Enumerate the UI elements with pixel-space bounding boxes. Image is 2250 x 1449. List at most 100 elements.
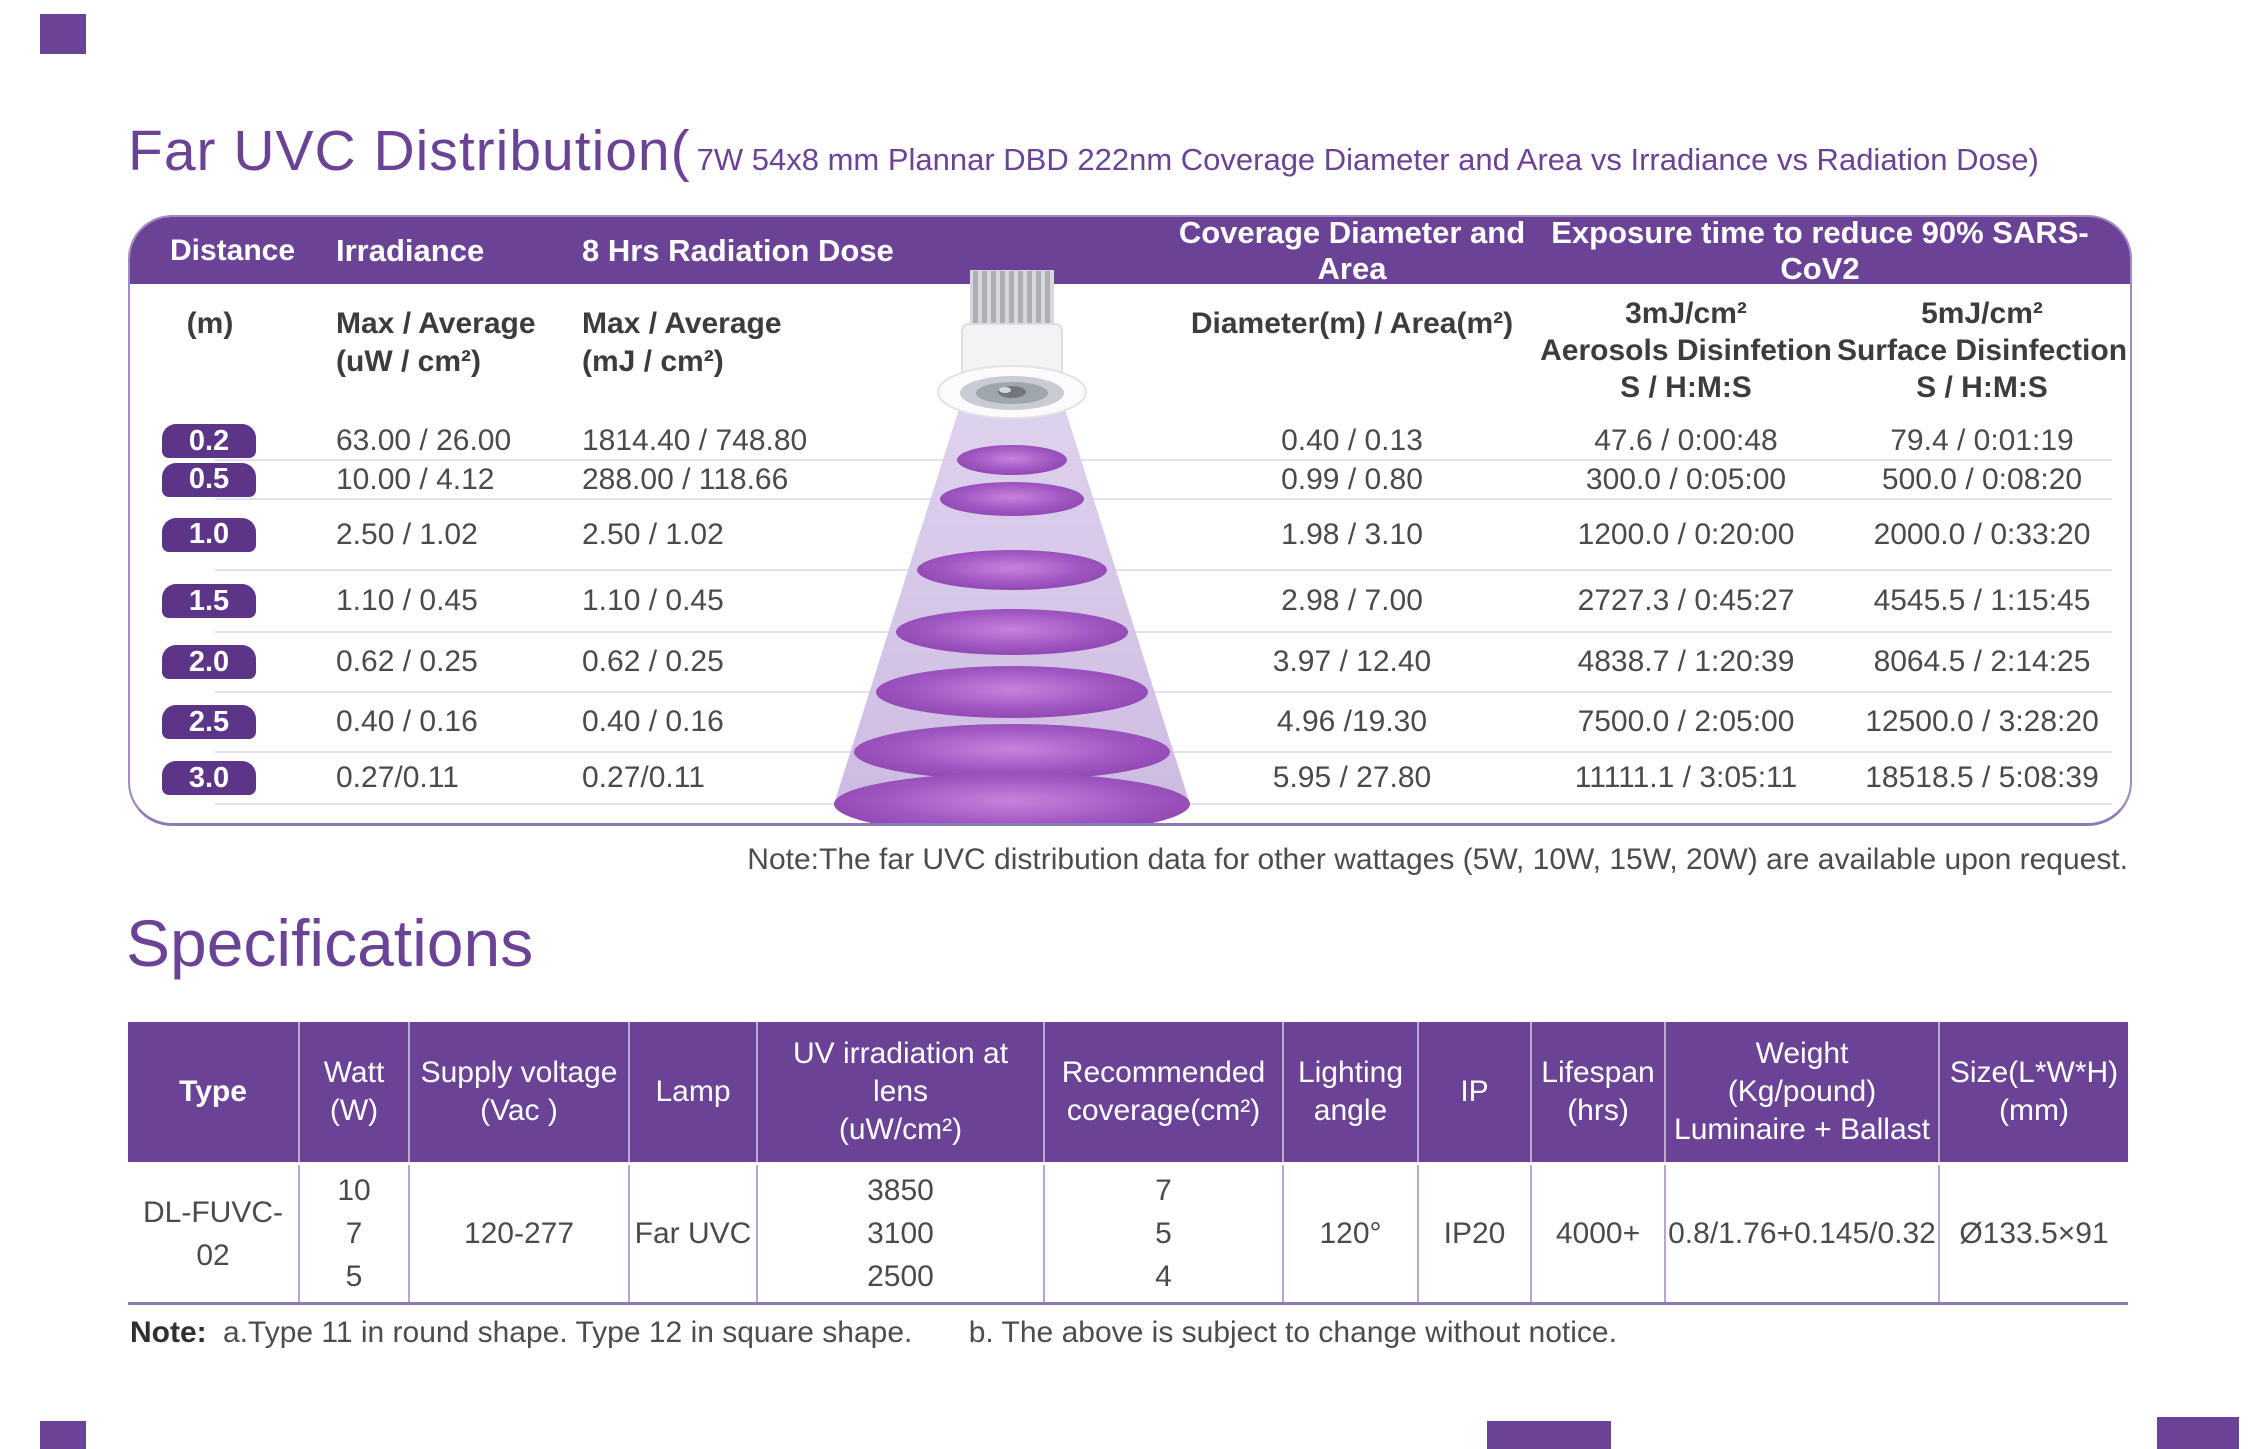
- spec-value-lifespan: 4000+: [1530, 1165, 1664, 1302]
- header-coverage: Coverage Diameter and Area: [1178, 215, 1526, 286]
- irradiance-value: 1.10 / 0.45: [336, 584, 478, 617]
- dose-value: 1.10 / 0.45: [582, 584, 724, 617]
- spec-value-size: Ø133.5×91: [1938, 1165, 2128, 1302]
- irradiance-value: 10.00 / 4.12: [336, 462, 495, 496]
- dose-value: 0.27/0.11: [582, 761, 705, 794]
- spec-col-ip: IP: [1417, 1022, 1530, 1162]
- distance-badge: 0.2: [162, 424, 256, 458]
- table-row: 0.5 10.00 / 4.12 288.00 / 118.66 0.99 / …: [130, 460, 2130, 500]
- distance-badge: 2.0: [162, 645, 256, 679]
- dose-value: 0.62 / 0.25: [582, 645, 724, 678]
- corner-mark-bottom-left: [40, 1421, 86, 1449]
- note-a: a.Type 11 in round shape. Type 12 in squ…: [223, 1316, 913, 1349]
- dose-value: 1814.40 / 748.80: [582, 424, 808, 457]
- distribution-title-main: Far UVC Distribution(: [128, 119, 691, 183]
- diameter-area-value: 2.98 / 7.00: [1281, 584, 1423, 617]
- spec-col-lamp: Lamp: [628, 1022, 756, 1162]
- surface-time-value: 8064.5 / 2:14:25: [1873, 645, 2091, 678]
- aerosols-time-value: 47.6 / 0:00:48: [1594, 424, 1778, 457]
- distribution-table-header: Distance Irradiance 8 Hrs Radiation Dose…: [130, 215, 2130, 286]
- header-radiation-dose: 8 Hrs Radiation Dose: [582, 232, 894, 268]
- table-row: 3.0 0.27/0.11 0.27/0.11 5.95 / 27.80 111…: [130, 752, 2130, 805]
- irradiance-value: 63.00 / 26.00: [336, 424, 512, 457]
- aerosols-time-value: 11111.1 / 3:05:11: [1574, 761, 1798, 794]
- irradiance-value: 0.62 / 0.25: [336, 645, 478, 678]
- specifications-header: Type Watt (W) Supply voltage (Vac ) Lamp…: [128, 1022, 2128, 1162]
- subheader-aerosols-disinfection: 3mJ/cm² Aerosols Disinfetion S / H:M:S: [1540, 297, 1832, 404]
- aerosols-time-value: 300.0 / 0:05:00: [1585, 462, 1787, 496]
- spec-value-recommended-coverage: 7 5 4: [1043, 1165, 1282, 1302]
- corner-mark-bottom-center: [1487, 1421, 1611, 1449]
- spec-value-lamp: Far UVC: [628, 1165, 756, 1302]
- distance-badge: 3.0: [162, 761, 256, 795]
- distribution-rows: 0.2 63.00 / 26.00 1814.40 / 748.80 0.40 …: [130, 422, 2130, 812]
- diameter-area-value: 1.98 / 3.10: [1281, 517, 1423, 551]
- specifications-note: Note: a.Type 11 in round shape. Type 12 …: [130, 1316, 1617, 1350]
- surface-time-value: 2000.0 / 0:33:20: [1873, 517, 2091, 551]
- distribution-title-sub: 7W 54x8 mm Plannar DBD 222nm Coverage Di…: [696, 142, 2039, 177]
- table-row: 0.2 63.00 / 26.00 1814.40 / 748.80 0.40 …: [130, 422, 2130, 461]
- table-row: 1.0 2.50 / 1.02 2.50 / 1.02 1.98 / 3.10 …: [130, 499, 2130, 571]
- table-row: 1.5 1.10 / 0.45 1.10 / 0.45 2.98 / 7.00 …: [130, 570, 2130, 633]
- dose-value: 0.40 / 0.16: [582, 705, 724, 738]
- distribution-title: Far UVC Distribution( 7W 54x8 mm Plannar…: [128, 118, 2039, 184]
- dose-value: 288.00 / 118.66: [582, 462, 789, 496]
- distance-badge: 2.5: [162, 705, 256, 739]
- spec-col-weight: Weight (Kg/pound) Luminaire + Ballast: [1664, 1022, 1938, 1162]
- distribution-table: Distance Irradiance 8 Hrs Radiation Dose…: [128, 215, 2132, 826]
- distribution-note: Note:The far UVC distribution data for o…: [747, 843, 2128, 876]
- distance-badge: 1.0: [162, 517, 256, 552]
- spec-value-uv-irradiation: 3850 3100 2500: [756, 1165, 1043, 1302]
- spec-value-lighting-angle: 120°: [1282, 1165, 1417, 1302]
- specifications-row: DL-FUVC-02 10 7 5 120-277 Far UVC 3850 3…: [128, 1165, 2128, 1305]
- spec-value-ip: IP20: [1417, 1165, 1530, 1302]
- distance-badge: 1.5: [162, 584, 256, 618]
- spec-col-watt: Watt (W): [298, 1022, 408, 1162]
- subheader-distance-unit: (m): [186, 307, 234, 340]
- aerosols-time-value: 2727.3 / 0:45:27: [1577, 584, 1795, 617]
- diameter-area-value: 5.95 / 27.80: [1272, 761, 1432, 794]
- dose-value: 2.50 / 1.02: [582, 517, 724, 551]
- downlight-lamp-image: [937, 270, 1087, 419]
- subheader-irradiance-units: Max / Average (uW / cm²): [336, 307, 536, 378]
- irradiance-value: 0.40 / 0.16: [336, 705, 478, 738]
- subheader-dose-units: Max / Average (mJ / cm²): [582, 307, 782, 378]
- spec-col-recommended-coverage: Recommended coverage(cm²): [1043, 1022, 1282, 1162]
- note-label: Note:: [130, 1316, 207, 1349]
- spec-col-uv-irradiation: UV irradiation at lens (uW/cm²): [756, 1022, 1043, 1162]
- header-distance: Distance: [170, 233, 296, 267]
- subheader-diameter-area: Diameter(m) / Area(m²): [1190, 307, 1514, 340]
- header-exposure-time: Exposure time to reduce 90% SARS-CoV2: [1551, 215, 2089, 286]
- irradiance-value: 0.27/0.11: [336, 761, 459, 794]
- aerosols-time-value: 1200.0 / 0:20:00: [1577, 517, 1795, 551]
- surface-time-value: 4545.5 / 1:15:45: [1873, 584, 2091, 617]
- table-row: 2.0 0.62 / 0.25 0.62 / 0.25 3.97 / 12.40…: [130, 632, 2130, 693]
- diameter-area-value: 0.99 / 0.80: [1281, 462, 1423, 496]
- aerosols-time-value: 4838.7 / 1:20:39: [1577, 645, 1795, 678]
- spec-col-lifespan: Lifespan (hrs): [1530, 1022, 1664, 1162]
- surface-time-value: 12500.0 / 3:28:20: [1865, 705, 2099, 738]
- note-b: b. The above is subject to change withou…: [968, 1316, 1617, 1349]
- subheader-surface-disinfection: 5mJ/cm² Surface Disinfection S / H:M:S: [1836, 297, 2128, 404]
- spec-value-supply-voltage: 120-277: [408, 1165, 628, 1302]
- diameter-area-value: 4.96 /19.30: [1276, 705, 1428, 738]
- spec-col-size: Size(L*W*H) (mm): [1938, 1022, 2128, 1162]
- distance-badge: 0.5: [162, 462, 256, 497]
- spec-col-supply-voltage: Supply voltage (Vac ): [408, 1022, 628, 1162]
- aerosols-time-value: 7500.0 / 2:05:00: [1577, 705, 1795, 738]
- surface-time-value: 79.4 / 0:01:19: [1890, 424, 2074, 457]
- table-row: 2.5 0.40 / 0.16 0.40 / 0.16 4.96 /19.30 …: [130, 692, 2130, 753]
- spec-col-type: Type: [179, 1075, 247, 1108]
- specifications-table: Type Watt (W) Supply voltage (Vac ) Lamp…: [128, 1022, 2128, 1305]
- header-irradiance: Irradiance: [336, 232, 485, 268]
- diameter-area-value: 3.97 / 12.40: [1272, 645, 1432, 678]
- irradiance-value: 2.50 / 1.02: [336, 517, 478, 551]
- surface-time-value: 18518.5 / 5:08:39: [1865, 761, 2099, 794]
- corner-mark-top-left: [40, 14, 86, 54]
- diameter-area-value: 0.40 / 0.13: [1281, 424, 1423, 457]
- spec-value-watt: 10 7 5: [298, 1165, 408, 1302]
- spec-col-lighting-angle: Lighting angle: [1282, 1022, 1417, 1162]
- surface-time-value: 500.0 / 0:08:20: [1881, 462, 2083, 496]
- corner-mark-bottom-right: [2157, 1417, 2239, 1449]
